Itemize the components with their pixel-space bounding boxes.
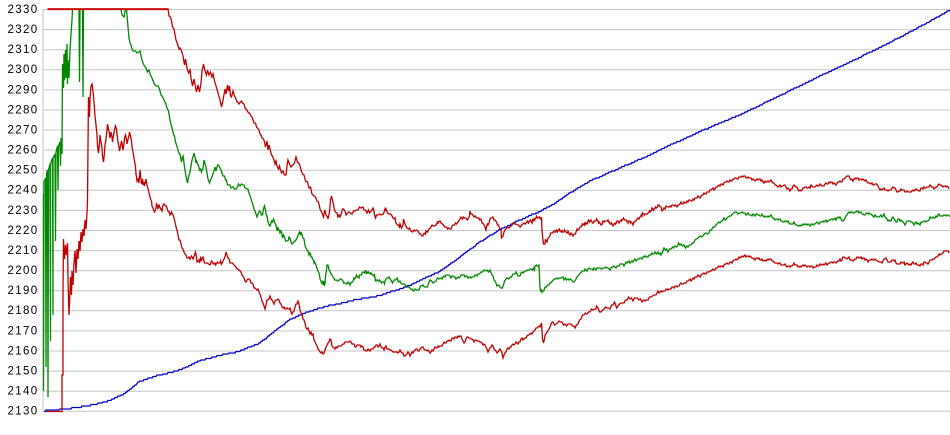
svg-text:2270: 2270 — [8, 124, 39, 136]
svg-text:2200: 2200 — [8, 265, 39, 277]
svg-text:2260: 2260 — [8, 145, 39, 157]
svg-text:2130: 2130 — [8, 406, 39, 418]
svg-text:2170: 2170 — [8, 325, 39, 337]
svg-text:2160: 2160 — [8, 345, 39, 357]
svg-text:2220: 2220 — [8, 225, 39, 237]
svg-text:2280: 2280 — [8, 104, 39, 116]
svg-text:2150: 2150 — [8, 366, 39, 378]
svg-text:2300: 2300 — [8, 64, 39, 76]
svg-text:2240: 2240 — [8, 185, 39, 197]
svg-text:2140: 2140 — [8, 386, 39, 398]
svg-text:2330: 2330 — [8, 4, 39, 16]
svg-text:2250: 2250 — [8, 165, 39, 177]
svg-text:2310: 2310 — [8, 44, 39, 56]
svg-text:2210: 2210 — [8, 245, 39, 257]
svg-text:2320: 2320 — [8, 24, 39, 36]
svg-text:2190: 2190 — [8, 285, 39, 297]
svg-text:2230: 2230 — [8, 205, 39, 217]
svg-text:2180: 2180 — [8, 305, 39, 317]
svg-text:2290: 2290 — [8, 84, 39, 96]
